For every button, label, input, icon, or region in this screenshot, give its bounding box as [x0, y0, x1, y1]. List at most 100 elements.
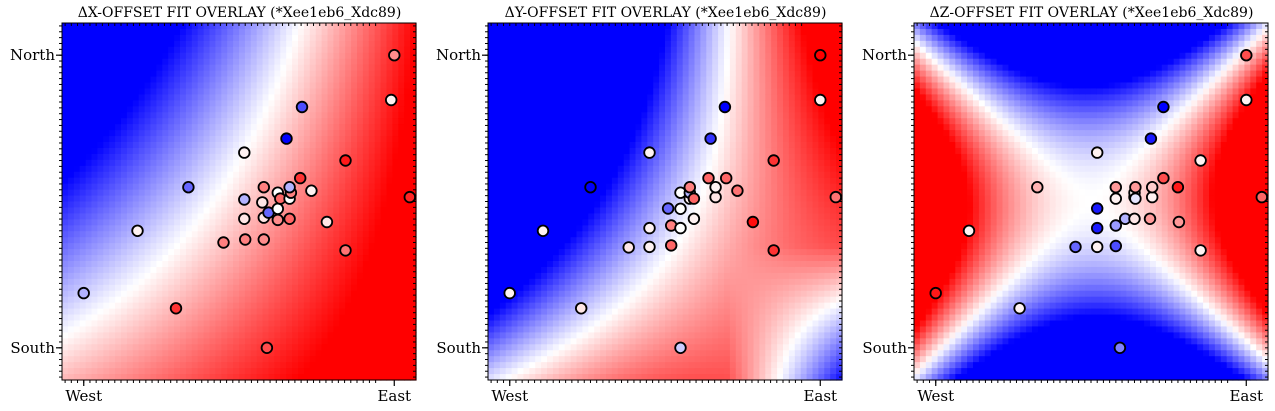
- background-cell: [410, 201, 417, 209]
- background-cell: [268, 106, 275, 113]
- background-cell: [97, 106, 104, 113]
- background-cell: [517, 159, 524, 167]
- background-cell: [91, 82, 98, 90]
- background-cell: [499, 136, 507, 143]
- background-cell: [103, 177, 110, 185]
- background-cell: [280, 231, 287, 238]
- background-cell: [303, 136, 311, 143]
- background-cell: [552, 124, 560, 131]
- background-cell: [174, 130, 181, 137]
- background-cell: [541, 153, 548, 161]
- background-cell: [493, 266, 501, 274]
- background-cell: [505, 362, 513, 369]
- background-cell: [67, 374, 75, 381]
- background-cell: [321, 124, 329, 131]
- background-cell: [115, 284, 122, 292]
- background-cell: [380, 88, 388, 95]
- background-cell: [511, 106, 519, 113]
- background-cell: [168, 147, 175, 155]
- background-cell: [203, 58, 211, 66]
- background-cell: [505, 261, 513, 268]
- background-cell: [303, 272, 311, 280]
- background-cell: [576, 266, 583, 274]
- background-cell: [227, 40, 234, 48]
- background-cell: [168, 52, 175, 60]
- background-cell: [298, 314, 305, 322]
- background-cell: [541, 34, 548, 42]
- background-cell: [511, 94, 519, 101]
- background-cell: [91, 183, 98, 191]
- background-cell: [564, 225, 572, 232]
- background-cell: [594, 112, 601, 119]
- background-cell: [582, 320, 589, 328]
- background-cell: [268, 171, 275, 179]
- background-cell: [150, 159, 157, 167]
- background-cell: [339, 320, 346, 328]
- background-cell: [126, 249, 134, 256]
- background-cell: [339, 76, 346, 84]
- background-cell: [309, 272, 317, 280]
- background-cell: [564, 106, 572, 113]
- background-cell: [103, 82, 110, 90]
- background-cell: [351, 112, 358, 119]
- background-cell: [339, 362, 346, 369]
- background-cell: [109, 94, 116, 101]
- background-cell: [126, 284, 134, 292]
- background-cell: [488, 130, 495, 137]
- background-cell: [564, 100, 572, 107]
- background-cell: [132, 64, 140, 72]
- background-cell: [97, 88, 104, 95]
- background-cell: [239, 290, 246, 298]
- background-cell: [126, 82, 134, 90]
- background-cell: [594, 147, 601, 155]
- background-cell: [558, 213, 566, 220]
- background-cell: [168, 338, 175, 345]
- background-cell: [517, 165, 524, 173]
- background-cell: [333, 237, 340, 244]
- background-cell: [197, 201, 205, 209]
- background-cell: [227, 308, 234, 316]
- background-cell: [303, 34, 311, 42]
- background-cell: [362, 272, 370, 280]
- background-cell: [239, 302, 246, 310]
- background-cell: [174, 374, 181, 381]
- background-cell: [203, 231, 211, 238]
- background-cell: [103, 52, 110, 60]
- background-cell: [286, 165, 293, 173]
- background-cell: [298, 219, 305, 226]
- background-cell: [150, 368, 157, 375]
- background-cell: [256, 28, 264, 36]
- background-cell: [517, 338, 524, 345]
- panel-title: ΔY-OFFSET FIT OVERLAY (*Xee1eb6_Xdc89): [505, 5, 827, 21]
- background-cell: [162, 58, 169, 66]
- background-cell: [517, 266, 524, 274]
- background-cell: [386, 368, 393, 375]
- background-cell: [250, 290, 258, 298]
- background-cell: [174, 58, 181, 66]
- background-cell: [535, 40, 542, 48]
- background-cell: [517, 213, 524, 220]
- background-cell: [535, 320, 542, 328]
- background-cell: [227, 195, 234, 203]
- background-cell: [215, 314, 222, 322]
- background-cell: [339, 219, 346, 226]
- background-cell: [215, 338, 222, 345]
- background-cell: [156, 344, 163, 351]
- background-cell: [309, 320, 317, 328]
- background-cell: [499, 326, 507, 333]
- background-cell: [126, 272, 134, 280]
- background-cell: [132, 237, 140, 244]
- background-cell: [233, 82, 240, 90]
- background-cell: [162, 76, 169, 84]
- background-cell: [298, 243, 305, 250]
- background-cell: [73, 165, 81, 173]
- background-cell: [239, 243, 246, 250]
- background-cell: [73, 94, 81, 101]
- background-cell: [505, 278, 513, 286]
- background-cell: [109, 290, 116, 298]
- background-cell: [256, 362, 264, 369]
- background-cell: [221, 314, 228, 322]
- background-cell: [298, 207, 305, 214]
- background-cell: [239, 356, 246, 363]
- background-cell: [594, 278, 601, 286]
